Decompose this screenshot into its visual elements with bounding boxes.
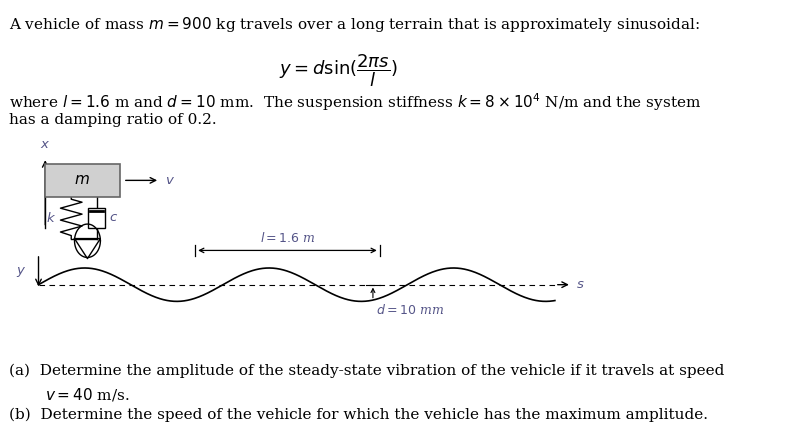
FancyBboxPatch shape	[88, 208, 106, 228]
FancyBboxPatch shape	[45, 164, 119, 197]
Text: $d = 10$ mm: $d = 10$ mm	[376, 303, 444, 317]
Text: where $l = 1.6$ m and $d = 10$ mm.  The suspension stiffness $k = 8 \times 10^4$: where $l = 1.6$ m and $d = 10$ mm. The s…	[9, 91, 701, 113]
Text: $x$: $x$	[40, 138, 50, 151]
Text: $y = d\sin(\dfrac{2\pi s}{l})$: $y = d\sin(\dfrac{2\pi s}{l})$	[279, 52, 398, 88]
Text: $s$: $s$	[577, 278, 585, 291]
Text: (b)  Determine the speed of the vehicle for which the vehicle has the maximum am: (b) Determine the speed of the vehicle f…	[9, 408, 709, 422]
Text: has a damping ratio of 0.2.: has a damping ratio of 0.2.	[9, 114, 217, 127]
Text: $k$: $k$	[47, 211, 56, 225]
Text: $c$: $c$	[109, 211, 118, 224]
Text: $l = 1.6$ m: $l = 1.6$ m	[260, 231, 316, 245]
Text: $m$: $m$	[74, 173, 90, 187]
Text: (a)  Determine the amplitude of the steady-state vibration of the vehicle if it : (a) Determine the amplitude of the stead…	[9, 364, 725, 378]
Text: A vehicle of mass $m = 900$ kg travels over a long terrain that is approximately: A vehicle of mass $m = 900$ kg travels o…	[9, 15, 701, 34]
Text: $y$: $y$	[16, 264, 26, 278]
Text: $v$: $v$	[166, 174, 175, 187]
Text: $v = 40$ m/s.: $v = 40$ m/s.	[45, 386, 130, 403]
